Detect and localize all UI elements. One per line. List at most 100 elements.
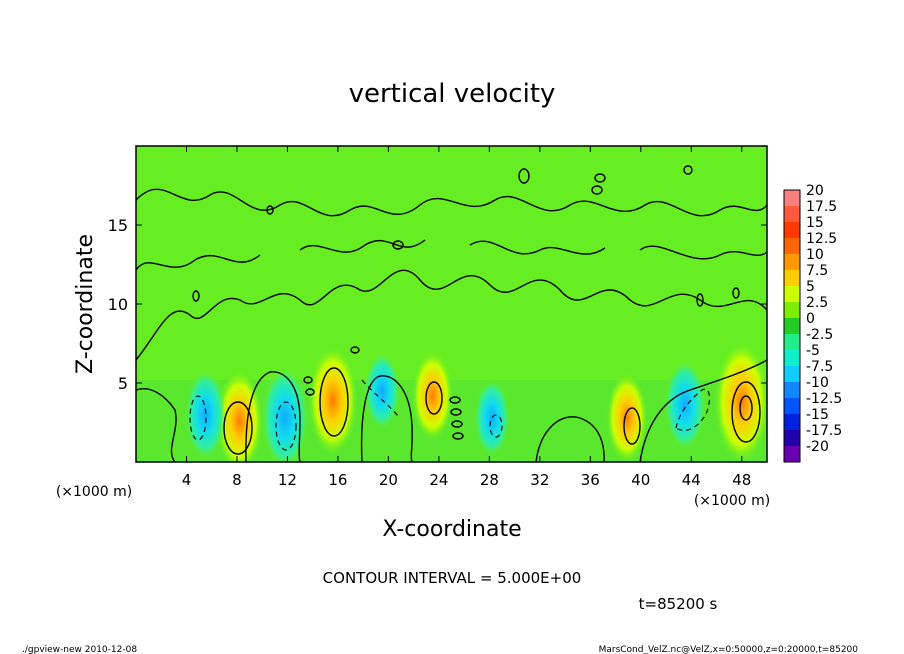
contour-updraft-outline <box>223 401 253 455</box>
contour-updraft-core <box>739 395 753 421</box>
contour-blob <box>452 432 464 440</box>
colorbar-swatch <box>784 366 800 383</box>
colorbar-label: -2.5 <box>806 327 833 343</box>
plot-area <box>136 146 767 462</box>
x-tick-label: 20 <box>379 471 398 489</box>
contour-updraft-outline <box>623 407 641 445</box>
colorbar-label: -20 <box>806 439 829 455</box>
y-axis-label: Z-coordinate <box>73 234 98 374</box>
downdraft-6 <box>474 378 510 457</box>
contour-blob <box>449 396 461 404</box>
contour-blob <box>518 168 530 184</box>
contour-updraft-outline <box>319 367 349 437</box>
x-tick-label: 24 <box>429 471 448 489</box>
chart-title: vertical velocity <box>349 79 556 109</box>
x-axis-label: X-coordinate <box>382 517 521 542</box>
colorbar-frame <box>783 189 801 463</box>
contour-blob <box>594 173 606 183</box>
colorbar-label: 15 <box>806 215 824 231</box>
contour-blob <box>392 240 404 250</box>
downdraft-2 <box>261 366 309 462</box>
x-axis: 4 8 12 16 20 24 28 32 36 40 44 48 <box>182 146 751 489</box>
contour-updraft-outline <box>425 381 443 415</box>
x-tick-label: 32 <box>530 471 549 489</box>
contour-lines <box>136 165 767 462</box>
contour-line <box>136 188 767 217</box>
colorbar-swatch <box>784 222 800 239</box>
time-label: t=85200 s <box>639 595 718 613</box>
contour-downdraft-outline <box>489 414 503 438</box>
x-tick-label: 36 <box>581 471 600 489</box>
colorbar-swatch <box>784 398 800 415</box>
colorbar-swatch <box>784 190 800 207</box>
colorbar-swatch <box>784 414 800 431</box>
x-tick-label: 16 <box>328 471 347 489</box>
contour-blob <box>266 205 274 215</box>
contour-line <box>136 359 767 462</box>
colorbar-swatch <box>784 334 800 351</box>
x-tick-label: 44 <box>682 471 701 489</box>
x-tick-label: 40 <box>631 471 650 489</box>
colorbar-label: -12.5 <box>806 391 842 407</box>
colorbar-label: -5 <box>806 343 820 359</box>
contour-line <box>136 239 767 271</box>
contour-updraft-outline <box>731 381 761 443</box>
x-tick-label: 28 <box>480 471 499 489</box>
y-tick-label: 15 <box>108 216 128 235</box>
colorbar-swatch <box>784 206 800 223</box>
colorbar-swatch <box>784 318 800 335</box>
y-axis: 5 10 15 <box>108 216 767 393</box>
x-unit-right: (×1000 m) <box>694 493 770 509</box>
contour-blob <box>683 165 693 175</box>
x-tick-label: 48 <box>732 471 751 489</box>
colorbar-label: 7.5 <box>806 263 828 279</box>
colorbar: 2017.51512.5107.552.50-2.5-5-7.5-10-12.5… <box>783 183 842 463</box>
footer-right: MarsCond_VelZ.nc@VelZ,x=0:50000,z=0:2000… <box>599 645 859 654</box>
contour-downdraft-outline <box>675 388 711 431</box>
colorbar-swatch <box>784 350 800 367</box>
contour-downdraft-outline <box>275 401 297 451</box>
colorbar-swatch <box>784 302 800 319</box>
downdraft-1 <box>185 369 226 460</box>
contour-blob <box>732 287 740 299</box>
x-tick-label: 12 <box>278 471 297 489</box>
colorbar-label: -17.5 <box>806 423 842 439</box>
dashed-contours <box>189 379 711 451</box>
y-tick-label: 5 <box>118 374 128 393</box>
contour-line <box>136 269 767 361</box>
small-closed-contours <box>192 165 740 440</box>
contour-downdraft-outline <box>189 395 207 441</box>
contour-interval: CONTOUR INTERVAL = 5.000E+00 <box>323 569 582 587</box>
updraft-7 <box>606 372 648 462</box>
x-tick-label: 4 <box>182 471 192 489</box>
footer-left: ./gpview-new 2010-12-08 <box>22 645 137 654</box>
colorbar-label: -15 <box>806 407 829 423</box>
colorbar-swatch <box>784 286 800 303</box>
colorbar-label: -7.5 <box>806 359 833 375</box>
colorbar-swatch <box>784 254 800 271</box>
colorbar-label: 0 <box>806 311 815 327</box>
colorbar-label: 17.5 <box>806 199 837 215</box>
downdraft-4 <box>364 352 400 430</box>
contour-blob <box>350 346 360 354</box>
x-tick-label: 8 <box>232 471 242 489</box>
colorbar-swatch <box>784 430 800 447</box>
colorbar-swatch <box>784 382 800 399</box>
velocity-features <box>185 340 767 462</box>
colorbar-label: 20 <box>806 183 824 199</box>
colorbar-label: 12.5 <box>806 231 837 247</box>
colorbar-label: -10 <box>806 375 829 391</box>
updraft-5 <box>412 350 453 441</box>
contour-blob <box>192 290 200 302</box>
contour-downdraft-outline <box>361 379 399 417</box>
downdraft-8 <box>664 359 706 451</box>
updraft-9 <box>714 340 767 462</box>
contour-blob <box>450 408 462 416</box>
colorbar-swatch <box>784 446 800 463</box>
contour-blob <box>696 293 704 307</box>
contour-blob <box>591 185 603 195</box>
colorbar-swatch <box>784 270 800 287</box>
contour-blob <box>303 376 313 384</box>
